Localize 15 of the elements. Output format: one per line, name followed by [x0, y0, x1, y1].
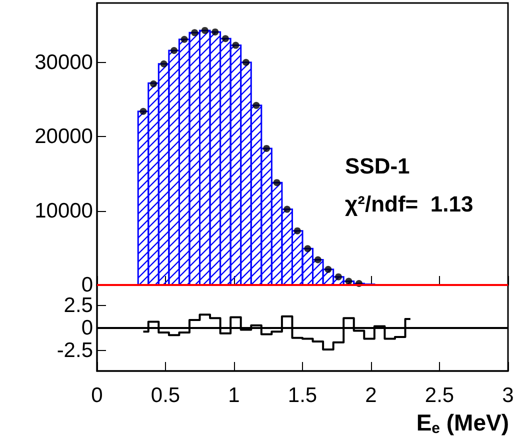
y-tick-label: -2.5: [56, 338, 93, 362]
y-tick-label: 0: [81, 274, 93, 296]
x-tick-label: 0.5: [150, 384, 180, 407]
x-tick-label: 1.5: [288, 384, 318, 407]
y-tick-label: 20000: [34, 125, 93, 148]
y-tick-label: 10000: [34, 199, 93, 222]
x-tick-label: 3: [502, 384, 514, 407]
x-tick-label: 2: [365, 384, 377, 407]
x-tick-label: 1: [228, 384, 240, 407]
y-tick-label: 30000: [34, 50, 93, 74]
x-tick-label: 2.5: [424, 384, 454, 407]
annotation: χ²/ndf= 1.13: [345, 192, 474, 216]
y-tick-label: 2.5: [64, 294, 93, 318]
y-tick-label: 0: [81, 316, 93, 340]
annotation: SSD-1: [345, 154, 410, 178]
